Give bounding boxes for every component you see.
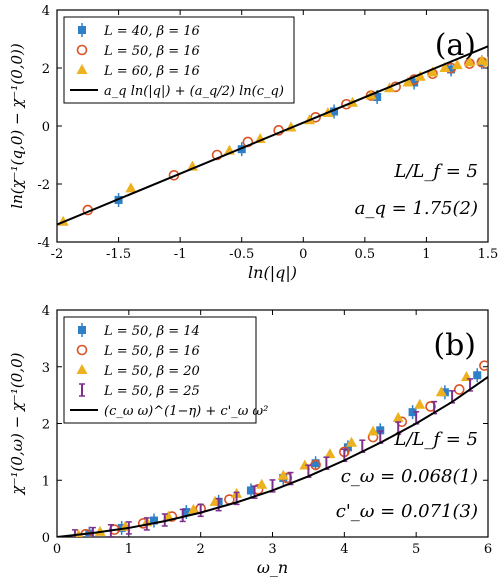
panel-label: (b) — [433, 328, 476, 363]
y-tick-label: 1 — [42, 474, 50, 489]
y-tick-label: 0 — [42, 120, 50, 135]
data-point — [211, 149, 223, 161]
data-point — [346, 436, 358, 447]
x-tick-label: 0.5 — [355, 247, 376, 262]
data-point — [482, 56, 488, 67]
x-tick-label: 1 — [422, 247, 430, 262]
data-point — [414, 70, 426, 81]
x-tick-label: 1.5 — [478, 247, 499, 262]
y-tick-label: 2 — [42, 62, 50, 77]
data-point — [414, 398, 426, 409]
legend-label: L = 50, β = 20 — [103, 364, 200, 379]
x-tick-label: -2 — [51, 247, 64, 262]
y-tick-label: 2 — [42, 418, 50, 433]
legend-label: L = 50, β = 25 — [103, 384, 200, 399]
y-tick-label: 4 — [42, 304, 50, 319]
data-point — [324, 448, 336, 459]
annotation: a_q = 1.75(2) — [355, 198, 478, 219]
x-axis-label: ln(|q|) — [248, 263, 297, 282]
x-tick-label: -1 — [174, 247, 187, 262]
data-point — [435, 386, 447, 397]
y-tick-label: 3 — [42, 361, 50, 376]
annotation: c_ω = 0.068(1) — [341, 466, 478, 487]
data-point — [392, 411, 404, 422]
annotation: L/L_f = 5 — [393, 161, 478, 182]
legend-label: L = 50, β = 16 — [103, 44, 200, 59]
data-point — [367, 425, 379, 436]
fit-line — [57, 45, 488, 226]
legend: L = 50, β = 14 L = 50, β = 16 L = 50, β = … — [63, 316, 268, 424]
panel-b: 0 1 2 3 4 5 6 0 1 2 3 4 L = 50, β = 14 L = 50, β = 16… — [8, 304, 492, 577]
legend-label: L = 60, β = 16 — [103, 64, 200, 79]
data-point — [451, 59, 463, 70]
series-4 — [57, 45, 488, 226]
legend: L = 40, β = 16 L = 50, β = 16 L = 60, β = … — [63, 16, 295, 104]
legend-box — [63, 316, 257, 424]
data-point — [187, 503, 199, 514]
data-point — [479, 360, 488, 371]
legend-swatch — [76, 64, 88, 74]
x-tick-label: -1.5 — [106, 247, 131, 262]
legend-label: L = 50, β = 16 — [103, 344, 200, 359]
legend-box — [63, 16, 295, 104]
y-tick-label: 0 — [42, 531, 50, 546]
y-tick-label: -4 — [37, 236, 50, 251]
x-tick-label: 0 — [53, 542, 61, 557]
x-tick-label: 1 — [125, 542, 133, 557]
y-axis-label: χ⁻¹(0,ω) − χ⁻¹(0,0) — [8, 352, 26, 495]
legend-label: L = 40, β = 16 — [103, 24, 200, 39]
plot-area — [57, 360, 488, 537]
legend-swatch — [76, 344, 88, 356]
data-point — [256, 478, 268, 489]
plot-area — [57, 45, 488, 226]
series-5 — [57, 376, 488, 537]
series-3 — [57, 54, 488, 226]
data-point — [476, 54, 488, 65]
data-point — [277, 469, 289, 480]
x-tick-label: 0 — [299, 247, 307, 262]
legend-swatch — [76, 364, 88, 374]
x-axis-label: ω_n — [257, 558, 288, 577]
x-tick-label: 3 — [268, 542, 276, 557]
data-point — [464, 56, 476, 67]
legend-label: a_q ln(|q|) + (a_q/2) ln(c_q) — [104, 84, 284, 99]
data-point — [453, 384, 465, 395]
x-tick-label: 5 — [412, 542, 420, 557]
fit-line — [57, 376, 488, 537]
x-tick-label: 2 — [197, 542, 205, 557]
legend-label: (c_ω ω)^(1−η) + c'_ω ω² — [104, 404, 268, 419]
annotation: L/L_f = 5 — [393, 429, 478, 450]
y-tick-label: -2 — [37, 178, 50, 193]
panel-label: (a) — [435, 28, 476, 63]
legend-swatch — [76, 44, 88, 56]
x-tick-label: 6 — [484, 542, 492, 557]
data-point — [402, 76, 414, 87]
data-point — [427, 66, 439, 77]
data-point — [439, 62, 451, 72]
data-point — [125, 182, 137, 193]
legend-label: L = 50, β = 14 — [103, 324, 200, 339]
y-tick-label: 4 — [42, 4, 50, 19]
y-axis-label: ln(χ⁻¹(q,0) − χ⁻¹(0,0)) — [8, 43, 26, 209]
annotation: c'_ω = 0.071(3) — [336, 501, 478, 522]
data-point — [254, 133, 266, 144]
x-tick-label: -0.5 — [229, 247, 254, 262]
x-tick-label: 4 — [340, 542, 348, 557]
